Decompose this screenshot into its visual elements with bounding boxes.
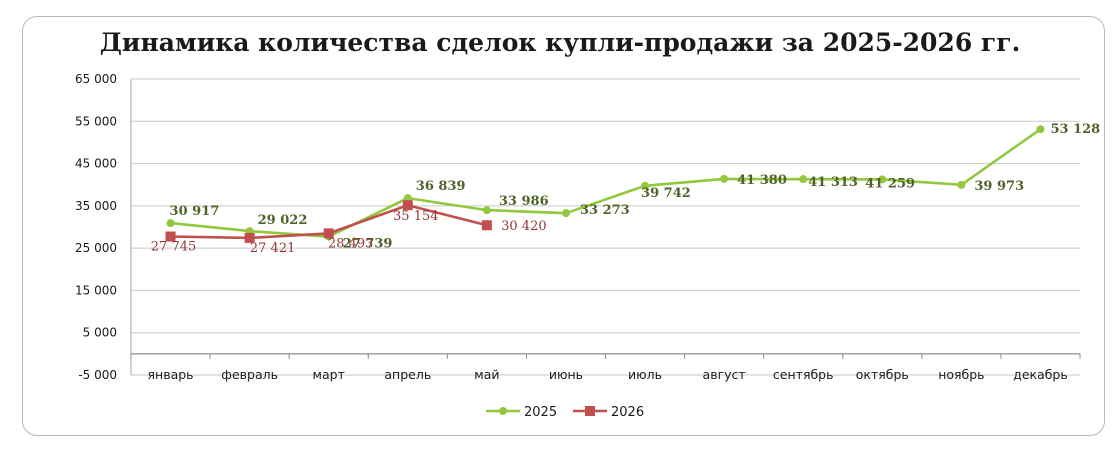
data-label-2025: 29 022 — [258, 213, 308, 228]
data-point-2025 — [1036, 125, 1045, 134]
data-label-2026: 27 745 — [151, 240, 197, 255]
data-point-2026 — [244, 232, 255, 243]
data-point-2026 — [165, 231, 176, 242]
data-point-2025 — [641, 181, 650, 190]
data-label-2026: 35 154 — [393, 209, 439, 224]
data-point-2026 — [481, 220, 492, 231]
x-tick-label: июнь — [549, 367, 583, 382]
legend-marker-2025 — [499, 407, 507, 415]
data-label-2025: 41 313 — [808, 175, 858, 190]
x-tick-label: декабрь — [1013, 367, 1068, 382]
data-label-2025: 36 839 — [416, 179, 466, 194]
x-tick-label: апрель — [384, 367, 431, 382]
y-tick-label: 15 000 — [75, 283, 117, 297]
y-tick-label: 35 000 — [75, 199, 117, 213]
data-point-2025 — [403, 194, 412, 203]
data-label-2026: 28 493 — [328, 236, 374, 251]
data-label-2025: 27 739 — [343, 237, 393, 252]
data-point-2025 — [878, 175, 887, 184]
series-line-2025 — [170, 128, 1042, 238]
data-label-2025: 39 973 — [974, 179, 1024, 194]
x-tick-label: январь — [148, 367, 194, 382]
x-tick-label: июль — [628, 367, 662, 382]
x-tick-label: сентябрь — [773, 367, 834, 382]
y-tick-label: 5 000 — [83, 326, 117, 340]
legend-label-2025: 2025 — [524, 405, 557, 420]
data-label-2025: 39 742 — [641, 186, 691, 201]
x-tick-label: октябрь — [856, 367, 909, 382]
x-tick-label: август — [703, 367, 746, 382]
series-lines — [165, 125, 1045, 243]
data-label-2025: 30 917 — [170, 204, 220, 219]
data-label-2025: 41 380 — [737, 173, 787, 188]
axes: -5 000 5 000 15 000 25 000 35 000 45 000 55 00… — [75, 72, 1081, 382]
data-label-2025: 33 986 — [499, 194, 549, 209]
y-tick-label: 45 000 — [75, 157, 117, 171]
legend: 2025 2026 — [486, 405, 644, 420]
data-point-2025 — [561, 209, 570, 218]
data-label-2025: 41 259 — [865, 176, 915, 191]
data-point-2025 — [720, 174, 729, 183]
data-point-2026 — [402, 200, 413, 211]
data-labels: 30 917 29 022 27 739 36 839 33 986 33 273 39 7… — [151, 122, 1100, 256]
data-label-2025: 53 128 — [1050, 122, 1100, 137]
y-tick-label: 65 000 — [75, 72, 117, 86]
gridlines — [131, 78, 1080, 376]
legend-marker-2026 — [585, 406, 595, 416]
x-tick-label: май — [474, 367, 499, 382]
legend-label-2026: 2026 — [611, 405, 644, 420]
x-tick-label: февраль — [221, 367, 278, 382]
data-point-2025 — [166, 219, 175, 228]
x-tick-label: ноябрь — [938, 367, 984, 382]
data-label-2025: 33 273 — [580, 203, 630, 218]
y-tick-label: 25 000 — [75, 241, 117, 255]
y-tick-label: -5 000 — [78, 368, 117, 382]
data-point-2025 — [482, 206, 491, 215]
x-tick-label: март — [313, 367, 345, 382]
data-point-2025 — [957, 180, 966, 189]
data-point-2025 — [799, 175, 808, 184]
data-label-2026: 27 421 — [250, 241, 296, 256]
data-point-2026 — [323, 228, 334, 239]
chart-title: Динамика количества сделок купли-продажи… — [99, 28, 1021, 57]
y-tick-label: 55 000 — [75, 114, 117, 128]
data-label-2026: 30 420 — [501, 219, 547, 234]
